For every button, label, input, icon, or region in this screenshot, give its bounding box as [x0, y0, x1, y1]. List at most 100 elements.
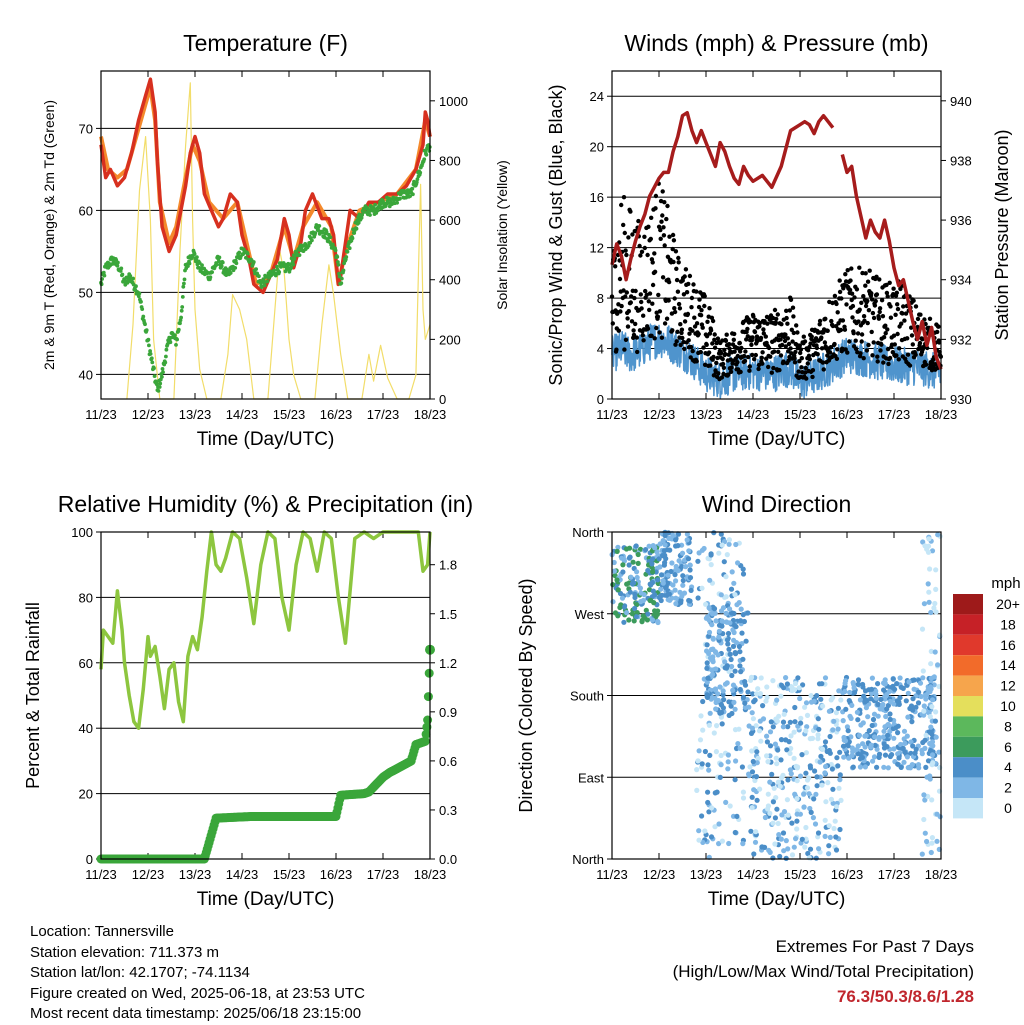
direction-point: [881, 745, 888, 751]
x-tick-label: 12/23: [643, 407, 676, 422]
gust-point: [772, 307, 778, 313]
gust-point: [652, 336, 657, 341]
direction-point: [716, 550, 722, 556]
direction-point: [881, 764, 887, 770]
direction-point: [869, 675, 876, 681]
gust-point: [820, 360, 826, 365]
direction-point: [929, 840, 935, 846]
y-tick-label: 16: [590, 190, 604, 205]
direction-point: [740, 789, 747, 795]
direction-point: [870, 758, 876, 764]
direction-point: [644, 617, 651, 623]
gust-point: [659, 335, 665, 340]
gust-point: [886, 361, 891, 367]
dewpoint-point: [120, 272, 125, 277]
direction-point: [933, 609, 939, 615]
gust-point: [925, 345, 930, 351]
direction-point: [775, 779, 782, 785]
direction-point: [767, 779, 773, 785]
direction-point: [923, 764, 929, 771]
gust-point: [680, 335, 685, 341]
direction-point: [707, 710, 713, 716]
gust-point: [758, 335, 764, 341]
gust-point: [662, 200, 667, 205]
gust-point: [683, 267, 689, 272]
gust-point: [885, 327, 890, 332]
direction-point: [634, 569, 640, 575]
y-tick-label: 20: [590, 140, 604, 155]
gust-point: [661, 233, 667, 238]
gust-point: [866, 342, 871, 348]
direction-point: [795, 675, 801, 681]
precip-point: [424, 668, 434, 678]
direction-point: [704, 660, 710, 666]
gust-point: [861, 294, 866, 299]
direction-point: [803, 836, 809, 842]
direction-point: [815, 732, 821, 738]
dewpoint-point: [180, 305, 185, 309]
direction-point: [728, 703, 734, 709]
direction-point: [810, 815, 817, 821]
direction-point: [724, 637, 731, 643]
gust-point: [639, 299, 644, 305]
direction-point: [916, 765, 922, 771]
direction-point: [925, 687, 931, 693]
dewpoint-point: [297, 253, 302, 257]
y2-tick-label: 940: [950, 94, 972, 109]
y2-tick-label: 400: [439, 273, 461, 288]
direction-point: [650, 569, 656, 575]
direction-point: [748, 828, 754, 834]
gust-point: [645, 252, 650, 258]
direction-point: [919, 851, 925, 857]
direction-point: [712, 790, 718, 796]
y-tick-label: 4: [597, 342, 604, 357]
gust-point: [825, 328, 830, 333]
gust-point: [786, 349, 791, 354]
direction-point: [904, 754, 911, 760]
gust-point: [639, 306, 644, 311]
dewpoint-point: [157, 385, 162, 389]
gust-point: [847, 339, 852, 344]
gust-point: [877, 306, 883, 311]
direction-point: [634, 610, 640, 616]
dewpoint-point: [164, 347, 169, 352]
direction-point: [875, 701, 881, 708]
direction-point: [794, 826, 800, 832]
direction-point: [882, 696, 888, 702]
legend-swatch: [953, 736, 983, 758]
gust-point: [631, 328, 636, 333]
direction-point: [860, 681, 866, 688]
direction-point: [710, 671, 716, 678]
direction-point: [740, 841, 746, 847]
dewpoint-point: [289, 265, 293, 270]
direction-point: [925, 758, 932, 764]
precip-point: [423, 715, 433, 725]
direction-point: [753, 691, 760, 697]
gust-point: [702, 303, 707, 309]
gust-point: [726, 372, 731, 377]
x-axis-label: Time (Day/UTC): [197, 429, 335, 450]
direction-point: [822, 817, 828, 823]
direction-point: [659, 592, 665, 598]
direction-point: [838, 697, 844, 703]
direction-point: [835, 705, 842, 711]
gust-point: [891, 286, 896, 291]
direction-point: [726, 840, 732, 847]
direction-point: [728, 610, 735, 616]
y-tick-label: 24: [590, 89, 604, 104]
direction-point: [746, 704, 752, 710]
direction-point: [887, 698, 894, 705]
direction-point: [872, 734, 878, 740]
direction-point: [920, 539, 926, 545]
direction-point: [784, 747, 790, 753]
x-tick-label: 13/23: [690, 407, 723, 422]
gust-series: [609, 181, 943, 382]
direction-point: [759, 844, 765, 850]
direction-point: [793, 763, 799, 769]
direction-point: [747, 764, 753, 770]
gust-point: [614, 347, 619, 352]
direction-point: [936, 749, 942, 755]
gust-point: [617, 276, 623, 282]
gust-point: [626, 309, 631, 314]
dewpoint-point: [361, 210, 366, 215]
